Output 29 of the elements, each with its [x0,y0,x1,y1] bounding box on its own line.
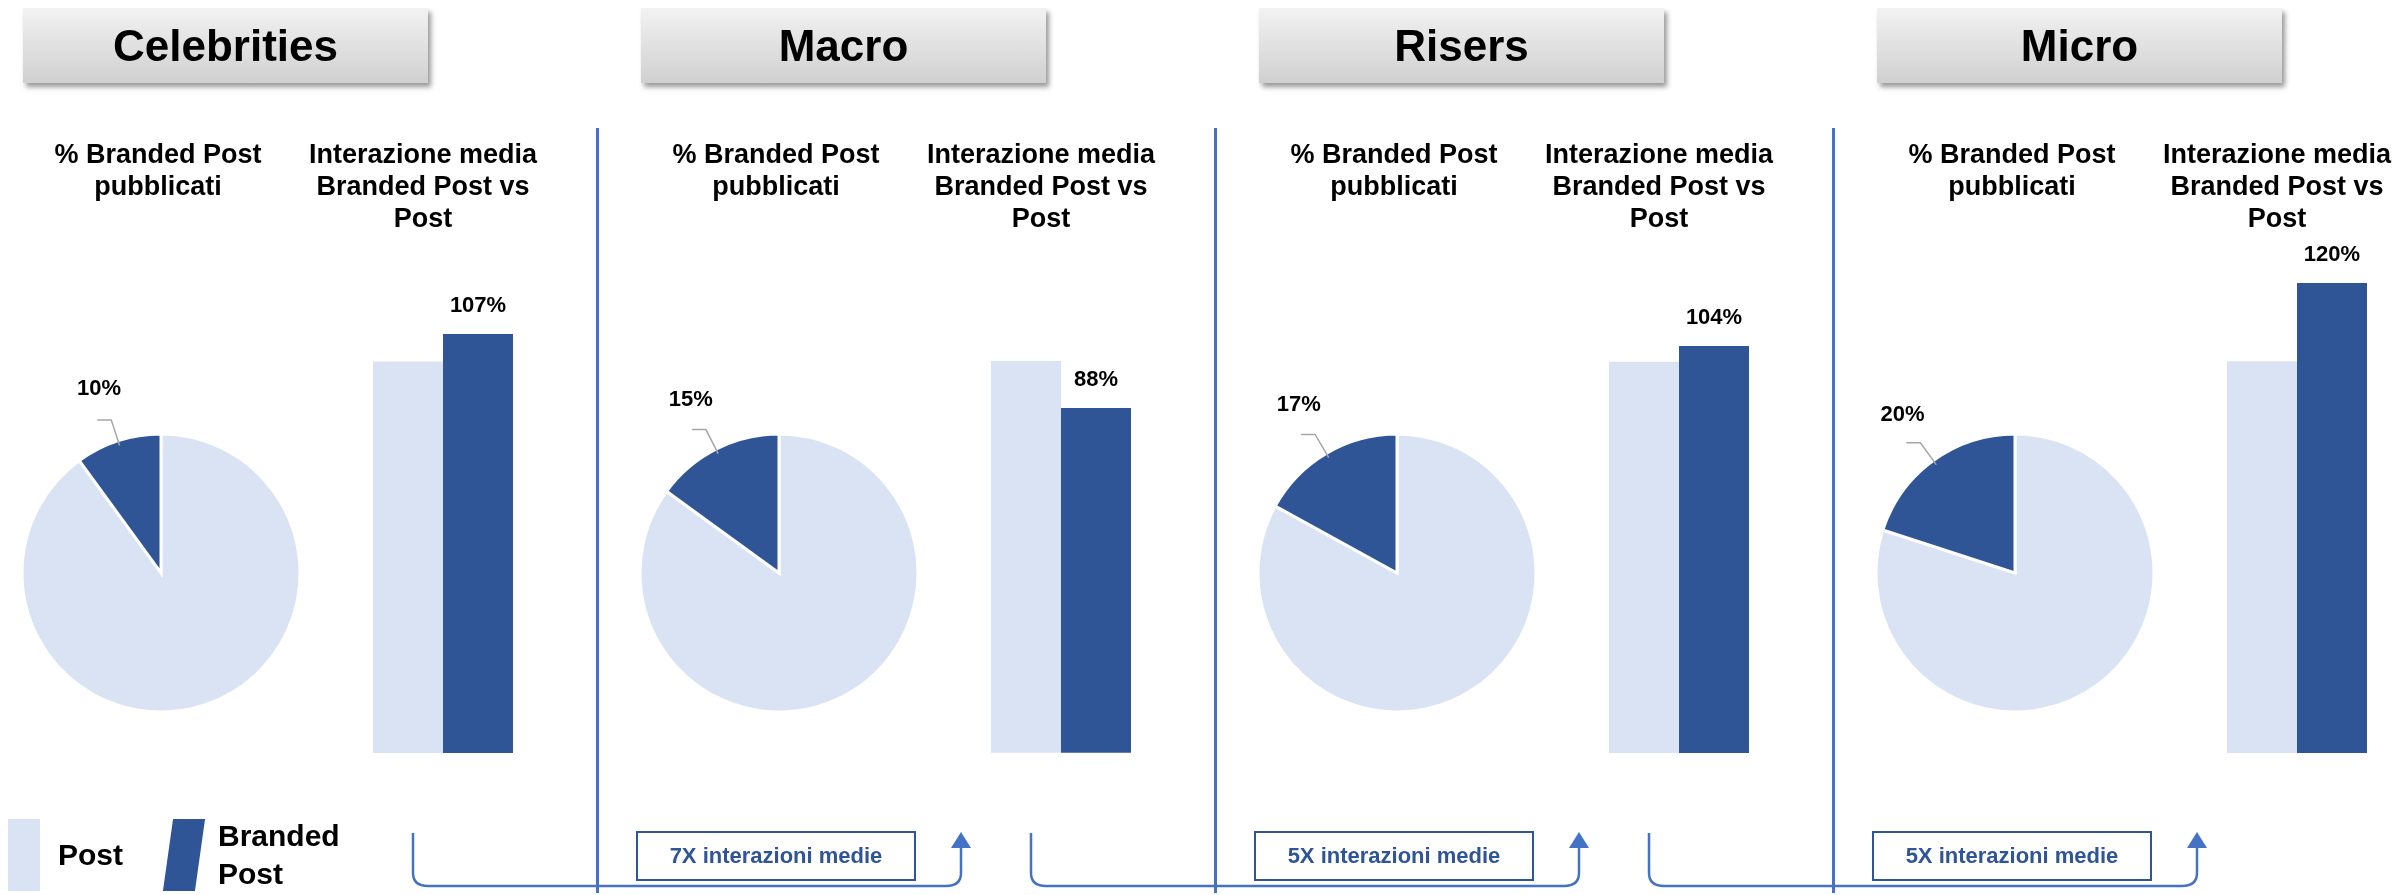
text: 5X interazioni medie [1872,831,2152,881]
chart-title: Macro [778,20,909,71]
data-label: 120% [2303,241,2361,266]
pie-slice [1256,432,1538,714]
pie-slice [20,432,302,714]
pie-slice [638,432,920,714]
chart-subtitle: % Branded Post pubblicati [54,139,262,201]
data-label: 104% [1685,303,1743,329]
chart-title: Risers [1394,20,1529,71]
legend-label: Post [58,837,124,873]
chart-title: Interazione media Branded Post vs Post [1544,139,1774,233]
chart-title: Celebrities [113,20,338,71]
chart-title: Micro [2020,20,2139,71]
pie-slice [1874,432,2156,714]
data-label: 17% [1276,391,1321,417]
data-label: 15% [668,385,713,411]
chart-subtitle: % Branded Post pubblicati [1908,139,2116,201]
text: 5X interazioni medie [1254,831,1534,881]
text: 7X interazioni medie [636,831,916,881]
legend-label: Branded Post [218,818,340,892]
data-label: 10% [77,374,122,400]
data-label: 107% [449,291,507,317]
chart-subtitle: % Branded Post pubblicati [672,139,880,201]
data-label: 20% [1880,400,1925,426]
chart-title: Interazione media Branded Post vs Post [2162,139,2392,233]
data-label: 88% [1073,366,1119,392]
chart-subtitle: % Branded Post pubblicati [1290,139,1498,201]
chart-title: Interazione media Branded Post vs Post [308,139,538,233]
chart-title: Interazione media Branded Post vs Post [926,139,1156,233]
